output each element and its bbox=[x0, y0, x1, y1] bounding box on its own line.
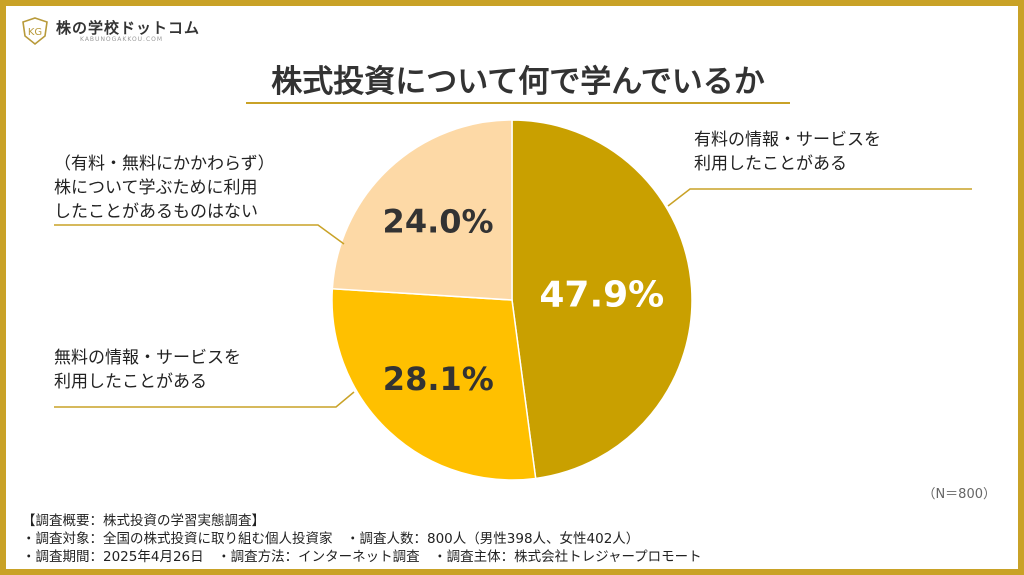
category-label-paid: 有料の情報・サービスを 利用したことがある bbox=[694, 130, 881, 174]
leader-line-paid bbox=[667, 188, 972, 207]
brand-name: 株の学校ドットコム bbox=[56, 18, 201, 37]
slice-none-value-label: 24.0% bbox=[383, 202, 494, 240]
survey-heading: 【調査概要：株式投資の学習実態調査】 bbox=[22, 513, 265, 529]
slice-paid bbox=[511, 119, 693, 480]
brand-sub: KABUNOGAKKOU.COM bbox=[80, 35, 164, 43]
slice-free-value-label: 28.1% bbox=[383, 360, 494, 398]
chart-title: 株式投資について何で学んでいるか bbox=[271, 64, 765, 100]
category-label-none: （有料・無料にかかわらず） 株について学ぶために利用 したことがあるものはない bbox=[54, 154, 275, 222]
slice-free bbox=[331, 287, 537, 481]
brand-logo: KG 株の学校ドットコム KABUNOGAKKOU.COM bbox=[20, 16, 200, 46]
survey-summary: 【調査概要：株式投資の学習実態調査】 ・調査対象：全国の株式投資に取り組む個人投… bbox=[22, 512, 702, 566]
leader-line-none bbox=[54, 224, 345, 245]
survey-line-2: ・調査期間：2025年4月26日 ・調査方法：インターネット調査 ・調査主体：株… bbox=[22, 549, 702, 565]
survey-line-1: ・調査対象：全国の株式投資に取り組む個人投資家 ・調査人数：800人（男性398… bbox=[22, 531, 640, 547]
slice-none bbox=[331, 119, 513, 301]
title-underline bbox=[246, 102, 790, 104]
logo-mark-text: KG bbox=[28, 27, 42, 38]
logo-shield-icon: KG bbox=[22, 17, 48, 46]
slice-paid-value-label: 47.9% bbox=[539, 275, 664, 316]
category-label-free: 無料の情報・サービスを 利用したことがある bbox=[54, 348, 241, 392]
pie-chart: 47.9% 28.1% 24.0% bbox=[54, 119, 972, 481]
leader-line-free bbox=[54, 391, 355, 408]
sample-size-note: （N＝800） bbox=[922, 487, 996, 502]
